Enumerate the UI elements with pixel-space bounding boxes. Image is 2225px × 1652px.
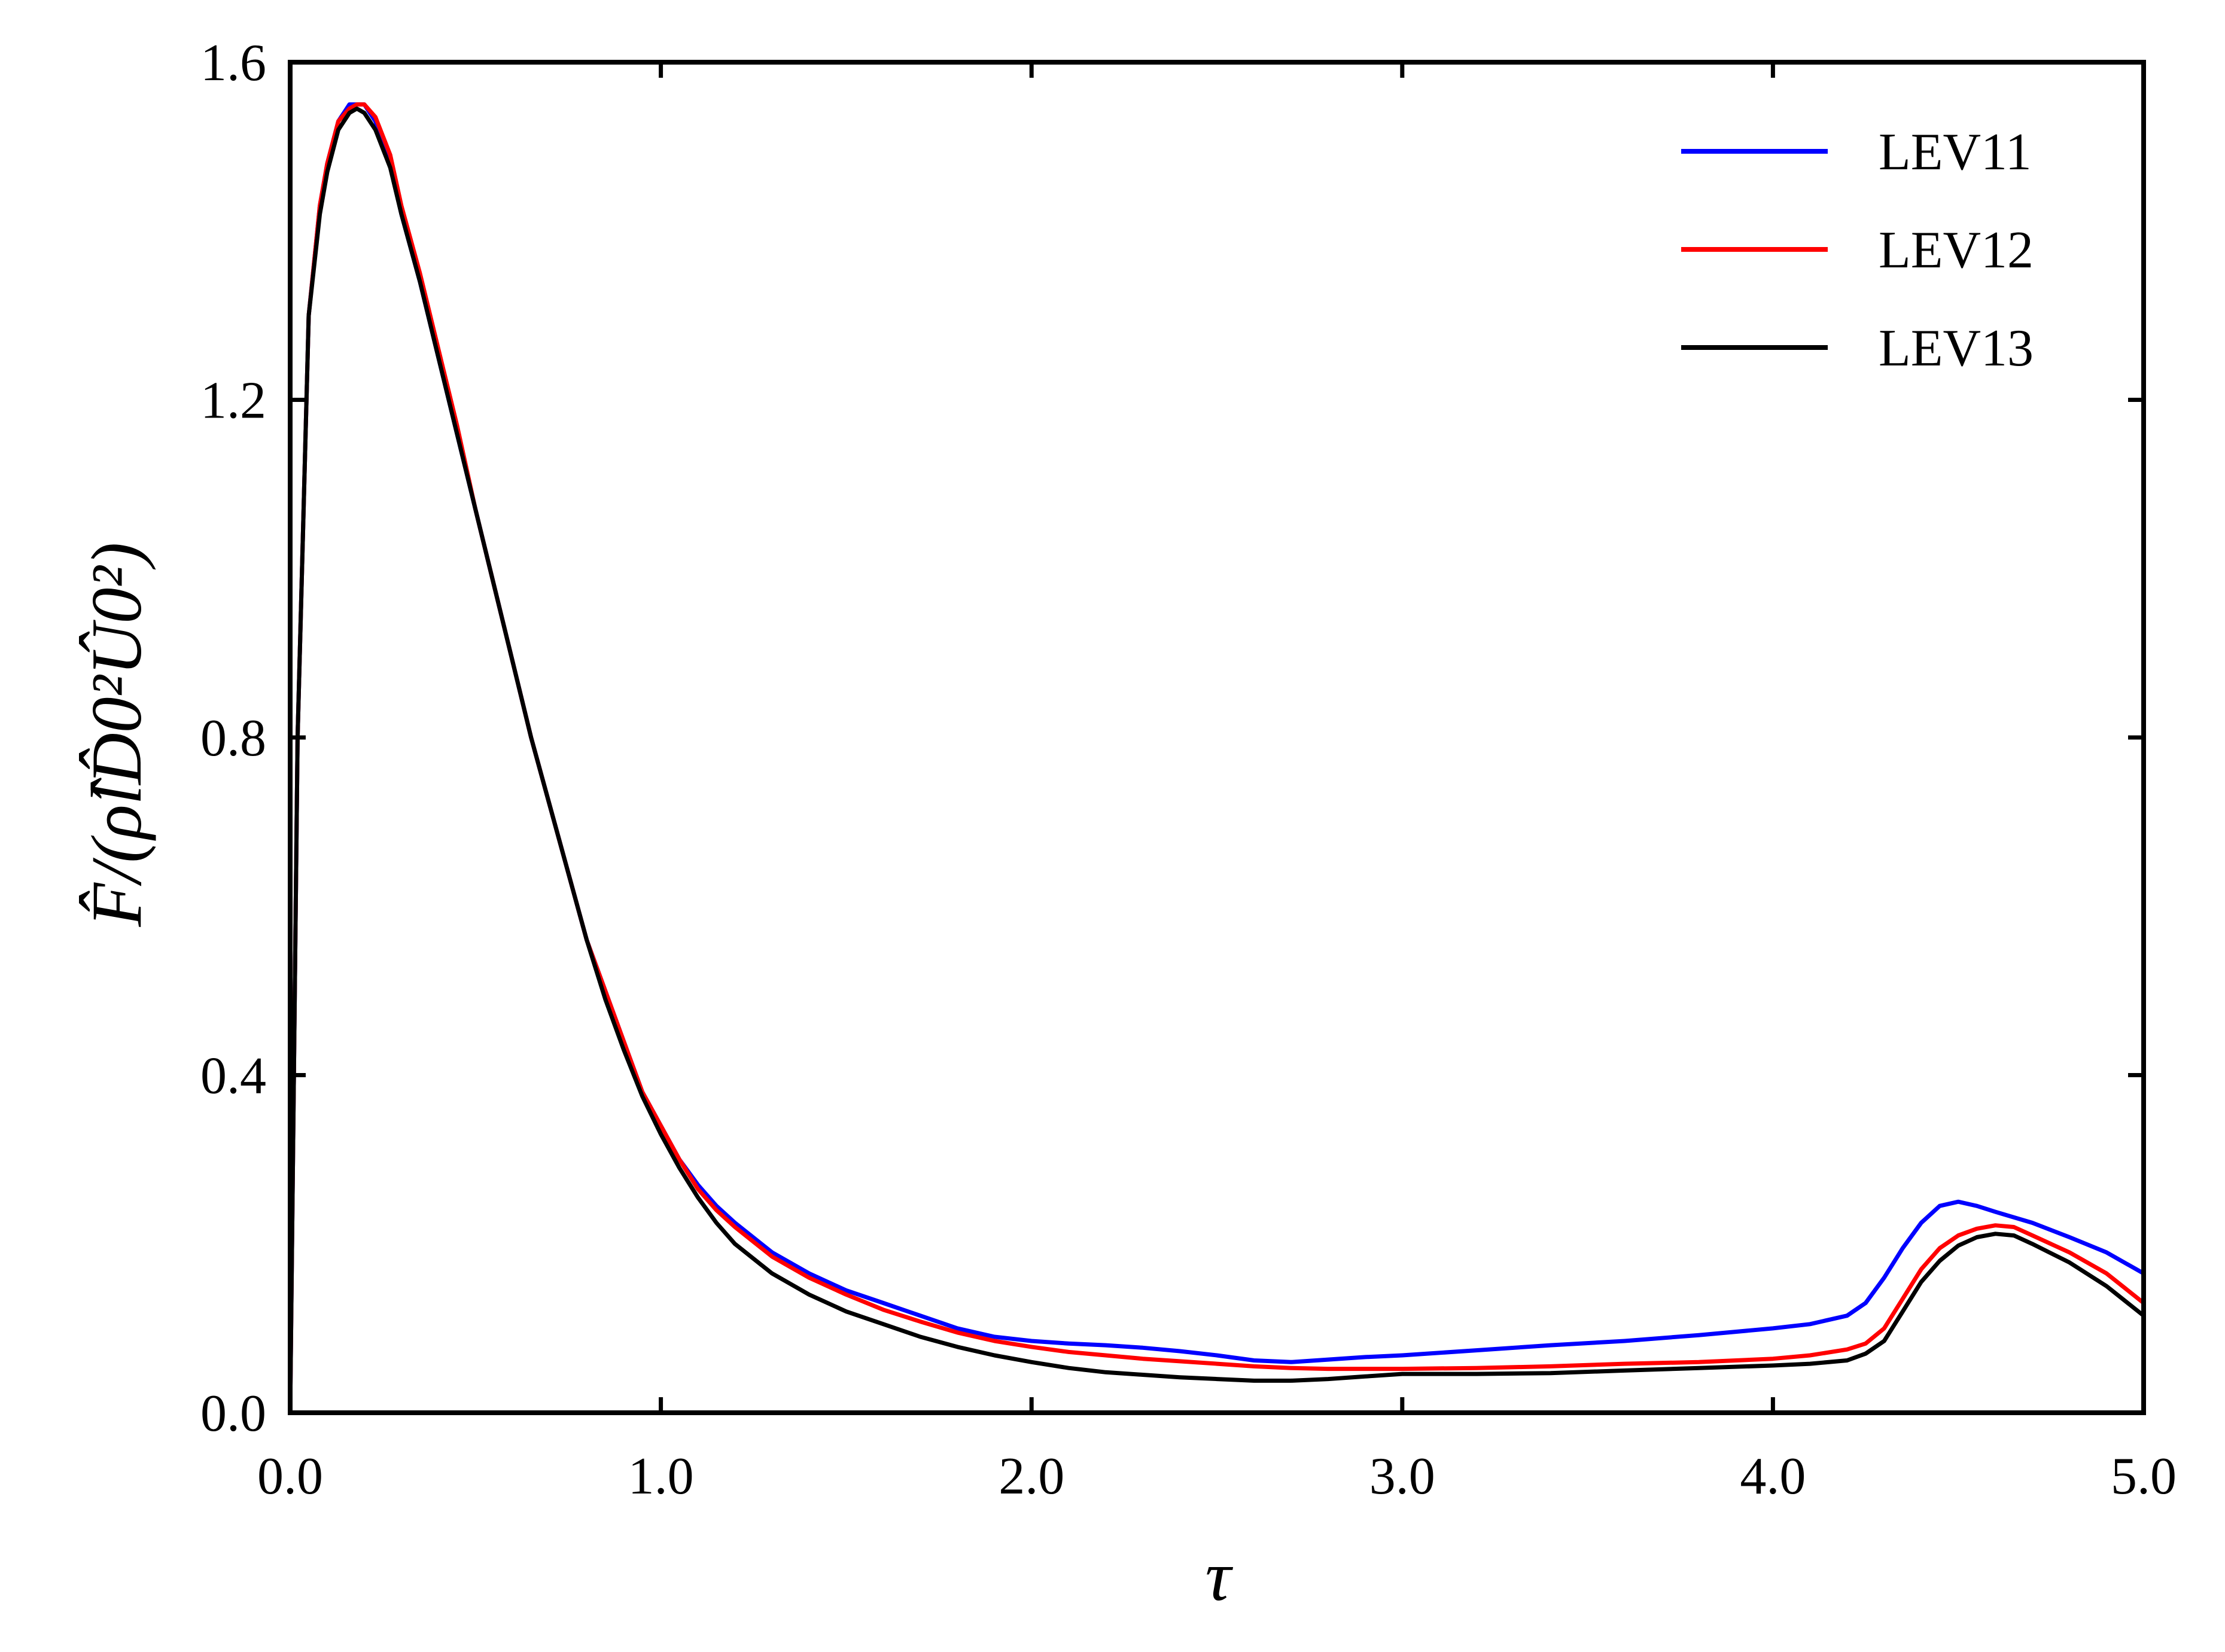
series-line-lev12 [288, 102, 2146, 1415]
y-tick-labels: 0.0 0.4 0.8 1.2 1.6 [200, 34, 266, 1443]
x-tick-labels: 0.0 1.0 2.0 3.0 4.0 5.0 [257, 1447, 2177, 1505]
x-tick-label: 2.0 [999, 1447, 1064, 1505]
y-tick-label: 1.6 [200, 34, 266, 92]
legend-label-lev12: LEV12 [1879, 221, 2034, 279]
x-tick-label: 0.0 [257, 1447, 323, 1505]
ticks-layer [288, 60, 2146, 1415]
legend-label-lev11: LEV11 [1879, 123, 2032, 181]
y-tick-label: 0.4 [200, 1047, 266, 1105]
y-tick-label: 1.2 [200, 372, 266, 430]
y-axis-title: F̂/(ρ̂lD̂0²Û0²) [77, 542, 156, 928]
legend: LEV11 LEV12 LEV13 [1681, 123, 2034, 377]
x-tick-label: 1.0 [628, 1447, 694, 1505]
series-layer [288, 102, 2146, 1415]
series-line-lev13 [288, 106, 2146, 1415]
x-tick-label: 5.0 [2111, 1447, 2177, 1505]
x-axis-title: τ [1206, 1536, 1234, 1616]
legend-label-lev13: LEV13 [1879, 319, 2034, 377]
y-tick-label: 0.8 [200, 709, 266, 767]
y-tick-label: 0.0 [200, 1385, 266, 1443]
x-tick-label: 3.0 [1369, 1447, 1435, 1505]
x-tick-label: 4.0 [1740, 1447, 1806, 1505]
